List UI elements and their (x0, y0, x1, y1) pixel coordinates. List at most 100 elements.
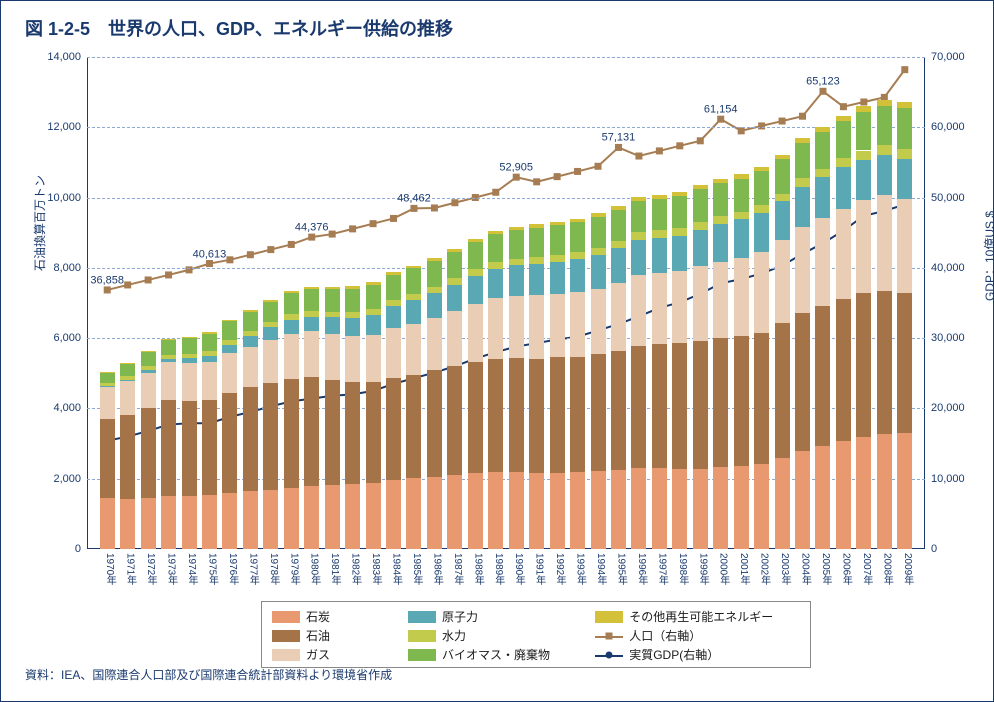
x-tick-label: 1992年 (552, 553, 567, 585)
ytick-left: 0 (75, 543, 81, 555)
x-tick-label: 1994年 (593, 553, 608, 585)
bar-segment-hydro (836, 158, 851, 167)
bar-segment-biomass (570, 222, 585, 252)
bar-segment-nuclear (877, 155, 892, 195)
bar-segment-coal (775, 458, 790, 549)
bar-segment-coal (468, 473, 483, 549)
bar-segment-nuclear (775, 201, 790, 240)
y-axis-right-label: GDP：10億US $ 人口：10万人 (983, 211, 994, 301)
bar-segment-oil (611, 351, 626, 470)
bar-segment-coal (693, 469, 708, 549)
bar-segment-oil (775, 323, 790, 457)
bar-segment-coal (284, 488, 299, 550)
bar-segment-hydro (325, 312, 340, 318)
x-tick-label: 1986年 (429, 553, 444, 585)
legend-label: バイオマス・廃棄物 (442, 646, 550, 663)
bar-segment-biomass (488, 234, 503, 262)
bar-segment-biomass (775, 159, 790, 193)
bar-segment-oil (468, 362, 483, 473)
bar-segment-other_renew (734, 174, 749, 178)
bar-segment-gas (550, 294, 565, 358)
bar-segment-gas (877, 195, 892, 291)
bar-segment-hydro (427, 287, 442, 293)
bar-segment-other_renew (877, 100, 892, 106)
bar-segment-gas (775, 240, 790, 323)
legend-label: 実質GDP(右軸） (629, 646, 719, 663)
bar-segment-gas (161, 362, 176, 399)
bar-segment-nuclear (284, 320, 299, 334)
bar-segment-coal (631, 468, 646, 549)
x-tick-label: 1971年 (123, 553, 138, 585)
bar-segment-hydro (120, 376, 135, 380)
bar-segment-gas (243, 347, 258, 388)
bar-segment-gas (652, 273, 667, 344)
bar-segment-hydro (263, 322, 278, 327)
x-tick-label: 2003年 (777, 553, 792, 585)
bar-segment-oil (570, 357, 585, 472)
ytick-right: 10,000 (931, 473, 965, 485)
x-tick-label: 1980年 (307, 553, 322, 585)
bar-segment-other_renew (754, 167, 769, 171)
bar-segment-gas (856, 200, 871, 293)
bar-segment-other_renew (141, 351, 156, 352)
bar-segment-coal (734, 466, 749, 549)
bar-segment-nuclear (386, 306, 401, 328)
bar-segment-hydro (202, 351, 217, 356)
bar-segment-oil (386, 378, 401, 481)
bar-segment-other_renew (488, 231, 503, 234)
bar-segment-gas (182, 363, 197, 401)
bar-segment-gas (693, 266, 708, 340)
bar-segment-oil (141, 408, 156, 498)
bar-segment-coal (222, 493, 237, 549)
bar-segment-gas (570, 292, 585, 357)
bar-segment-oil (100, 419, 115, 498)
legend-swatch-icon (272, 611, 300, 623)
source-note: 資料：IEA、国際連合人口部及び国際連合統計部資料より環境省作成 (25, 666, 392, 683)
bar-segment-nuclear (509, 265, 524, 296)
bar-segment-other_renew (345, 286, 360, 289)
axis-line-right (924, 57, 925, 549)
bar-segment-biomass (202, 334, 217, 352)
bar-segment-nuclear (815, 177, 830, 218)
bar-segment-hydro (100, 383, 115, 387)
bar-segment-coal (652, 468, 667, 549)
bar-segment-other_renew (222, 320, 237, 322)
bar-segment-coal (345, 484, 360, 549)
bar-segment-hydro (509, 259, 524, 266)
bar-segment-coal (161, 496, 176, 549)
x-tick-label: 1991年 (532, 553, 547, 585)
bar-segment-gas (529, 295, 544, 358)
bar-segment-other_renew (713, 179, 728, 183)
bar-segment-hydro (488, 262, 503, 269)
bar-segment-biomass (345, 289, 360, 312)
legend-item-other_renew: その他再生可能エネルギー (595, 608, 800, 625)
x-tick-label: 1972年 (143, 553, 158, 585)
ytick-left: 12,000 (47, 121, 81, 133)
legend-item-population: 人口（右軸） (595, 627, 800, 644)
bar-segment-other_renew (897, 102, 912, 108)
bar-segment-oil (427, 370, 442, 476)
bar-segment-biomass (856, 112, 871, 151)
bar-segment-other_renew (856, 106, 871, 112)
x-tick-label: 2001年 (736, 553, 751, 585)
bar-segment-gas (366, 335, 381, 382)
legend-item-hydro: 水力 (408, 627, 587, 644)
bar-segment-hydro (713, 216, 728, 224)
legend-item-nuclear: 原子力 (408, 608, 587, 625)
bar-segment-other_renew (325, 287, 340, 290)
bar-segment-gas (509, 296, 524, 358)
ytick-left: 4,000 (53, 402, 81, 414)
bar-segment-biomass (897, 108, 912, 148)
bar-segment-hydro (734, 212, 749, 220)
bar-segment-biomass (509, 230, 524, 259)
bar-segment-nuclear (325, 317, 340, 334)
bar-segment-biomass (795, 143, 810, 178)
bar-segment-other_renew (263, 300, 278, 302)
bar-segment-other_renew (468, 239, 483, 242)
bar-segment-oil (120, 415, 135, 499)
bar-segment-coal (877, 434, 892, 549)
bar-segment-nuclear (263, 327, 278, 340)
x-tick-label: 2006年 (838, 553, 853, 585)
x-tick-label: 1995年 (613, 553, 628, 585)
bar-segment-biomass (713, 183, 728, 216)
